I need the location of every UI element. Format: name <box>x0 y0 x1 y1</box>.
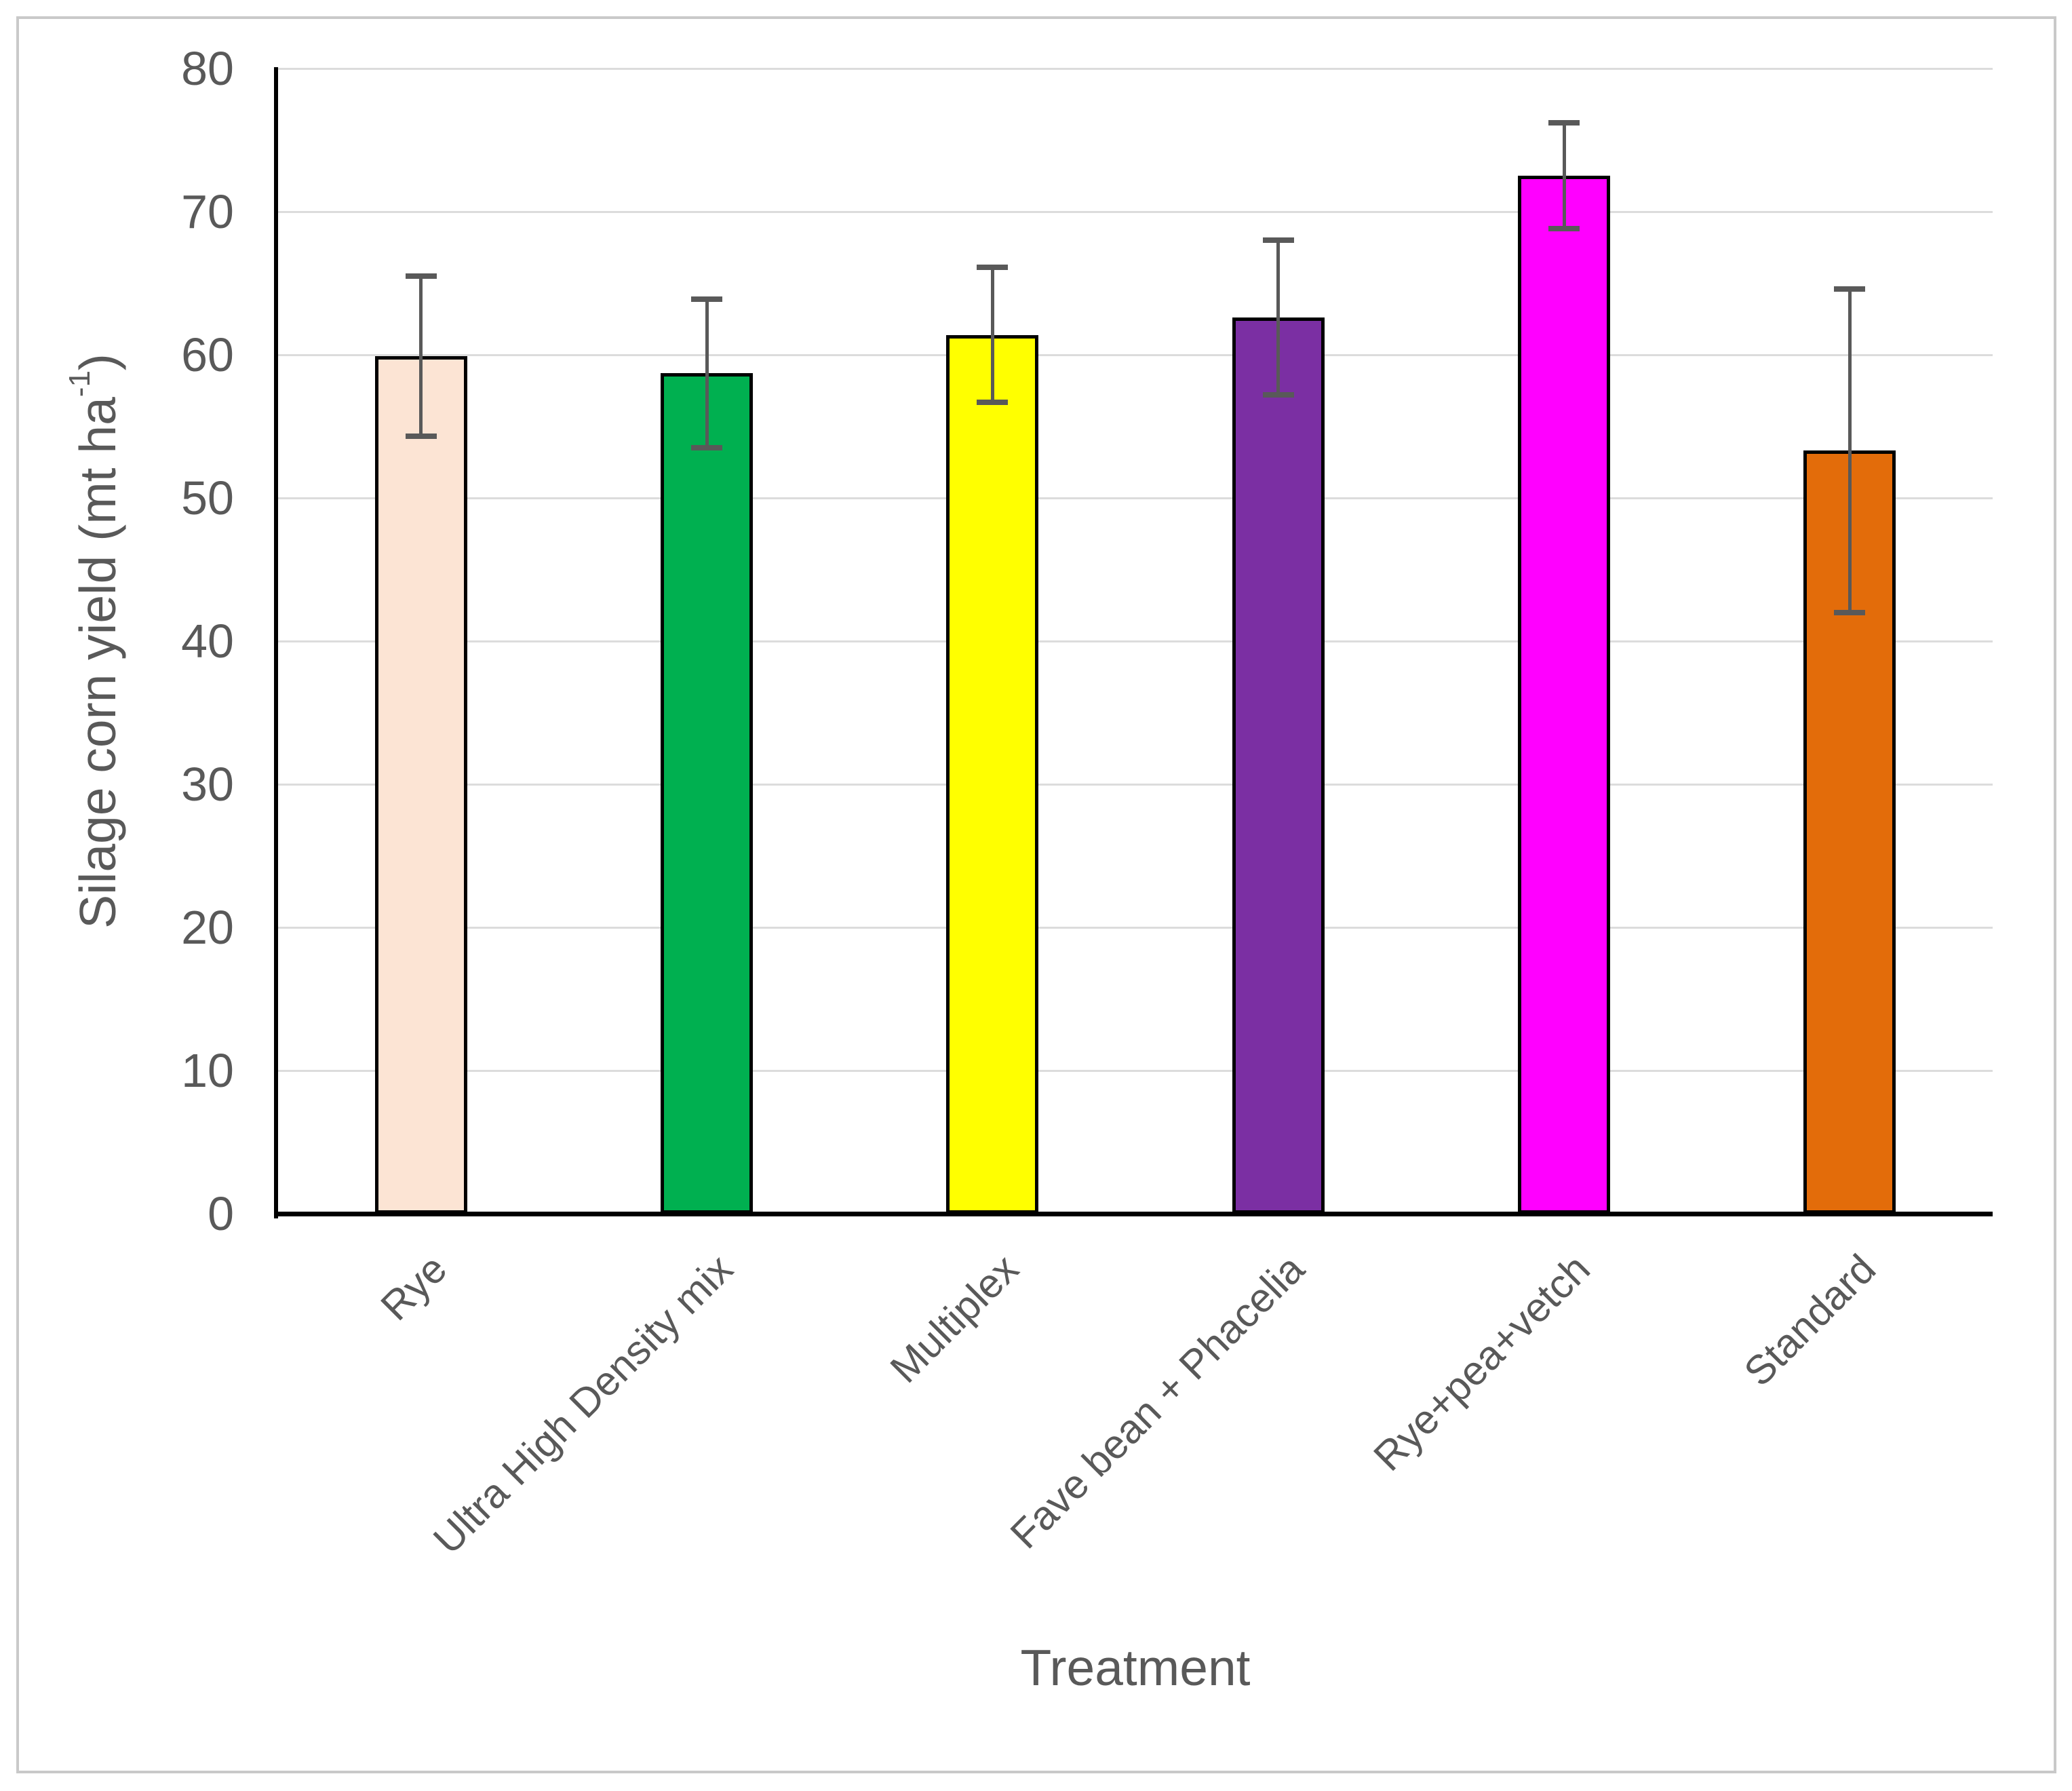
error-cap-bottom-rye-pea-vetch <box>1548 226 1580 232</box>
y-axis-title-close: ) <box>69 353 126 371</box>
y-axis-title-text: Silage corn yield (mt ha <box>69 397 126 929</box>
gridline-30 <box>278 783 1993 786</box>
error-cap-top-rye <box>405 273 437 279</box>
error-cap-top-ultra-high-density-mix <box>691 296 722 302</box>
bar-multiplex <box>946 334 1039 1214</box>
y-axis-title: Silage corn yield (mt ha-1) <box>63 353 127 929</box>
error-bar-rye-pea-vetch <box>1562 123 1566 229</box>
error-bar-multiplex <box>990 267 994 402</box>
bar-rye <box>374 356 467 1214</box>
bar-fave-bean-phacelia <box>1232 317 1325 1214</box>
gridline-20 <box>278 926 1993 929</box>
y-tick-label-10: 10 <box>181 1044 234 1097</box>
error-cap-bottom-fave-bean-phacelia <box>1262 392 1294 398</box>
error-cap-top-multiplex <box>977 265 1009 271</box>
y-tick-label-50: 50 <box>181 471 234 524</box>
error-cap-top-standard <box>1834 286 1866 292</box>
y-axis-line <box>274 67 278 1218</box>
y-tick-label-80: 80 <box>181 42 234 95</box>
gridline-80 <box>278 67 1993 70</box>
bar-rye-pea-vetch <box>1518 176 1610 1214</box>
x-axis-title: Treatment <box>1020 1639 1251 1696</box>
gridline-60 <box>278 353 1993 356</box>
y-tick-label-20: 20 <box>181 901 234 954</box>
error-cap-bottom-multiplex <box>977 399 1009 405</box>
gridline-10 <box>278 1069 1993 1072</box>
error-bar-standard <box>1848 288 1852 613</box>
error-cap-bottom-rye <box>405 434 437 440</box>
error-cap-top-fave-bean-phacelia <box>1262 237 1294 244</box>
y-tick-label-30: 30 <box>181 758 234 811</box>
bar-ultra-high-density-mix <box>661 373 753 1214</box>
gridline-70 <box>278 210 1993 213</box>
error-cap-bottom-ultra-high-density-mix <box>691 445 722 451</box>
y-tick-label-60: 60 <box>181 328 234 381</box>
error-cap-bottom-standard <box>1834 609 1866 615</box>
gridline-40 <box>278 640 1993 642</box>
x-axis-line <box>274 1212 1993 1216</box>
y-tick-label-0: 0 <box>208 1187 234 1240</box>
y-axis-title-superscript: -1 <box>63 370 96 398</box>
error-bar-fave-bean-phacelia <box>1276 240 1281 396</box>
error-cap-top-rye-pea-vetch <box>1548 120 1580 126</box>
error-bar-ultra-high-density-mix <box>705 298 709 448</box>
y-tick-label-70: 70 <box>181 185 234 238</box>
y-tick-label-40: 40 <box>181 615 234 668</box>
gridline-50 <box>278 497 1993 499</box>
error-bar-rye <box>419 275 423 437</box>
